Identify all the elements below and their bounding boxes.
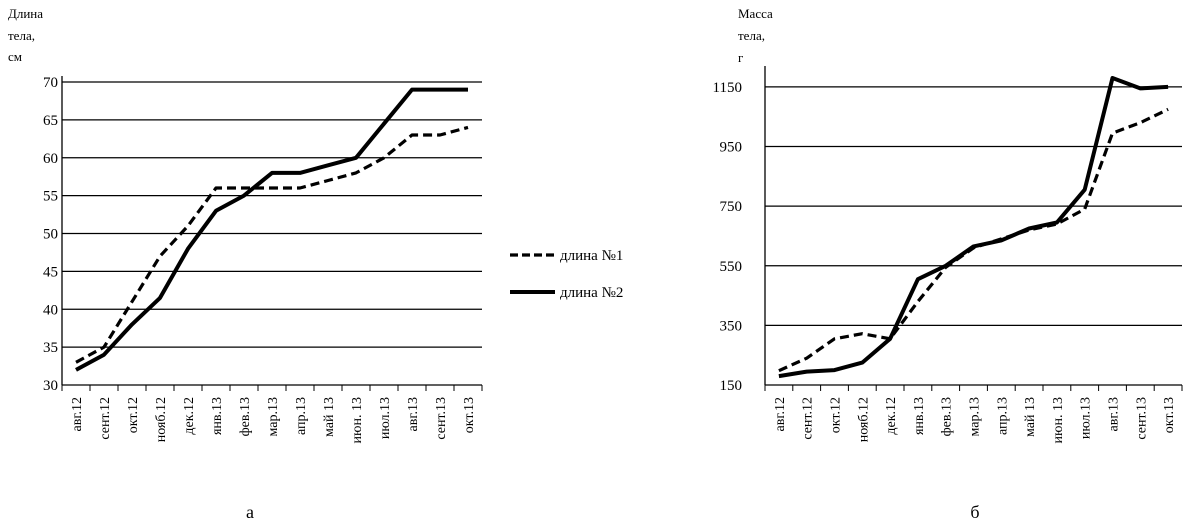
x-tick-label: сент.12 [98,397,113,440]
y-tick-label: 35 [43,340,58,356]
y-axis-label: см [8,49,22,64]
x-tick-label: окт.12 [829,397,844,433]
x-tick-label: июл.13 [1079,397,1094,439]
y-axis-label: тела, [8,28,35,43]
x-tick-label: сент.12 [801,397,816,440]
x-tick-label: авг.13 [406,397,421,432]
legend-label: длина №1 [560,248,623,264]
legend-label: длина №2 [560,285,623,301]
series-line-1 [778,107,1169,373]
x-tick-label: нояб.12 [856,397,871,442]
x-tick-label: янв.13 [210,397,225,435]
y-tick-label: 60 [43,151,58,167]
y-tick-label: 30 [43,378,58,394]
x-tick-label: авг.12 [70,397,85,432]
x-tick-label: май 13 [322,397,337,437]
x-tick-label: авг.12 [773,397,788,432]
x-tick-label: мар.13 [266,397,281,436]
x-tick-label: дек.12 [182,397,197,435]
x-tick-label: апр.13 [995,397,1010,435]
x-tick-label: июл.13 [378,397,393,439]
chart-body-mass: Масса тела, г 150 350 550 750 950 1150 авг.12 сент… [713,6,1183,522]
x-tick-label: дек.12 [884,397,899,435]
y-tick-label: 65 [43,113,58,129]
x-tick-label: июн. 13 [1051,397,1066,443]
chart-body-length: Длина тела, см 30 35 40 45 50 55 60 65 70 авг.12 сент… [8,6,623,522]
y-tick-label: 70 [43,75,58,91]
y-tick-label: 50 [43,227,58,243]
x-tick-label: окт.12 [126,397,141,433]
y-axis-label: Длина [8,6,43,21]
y-tick-label: 350 [720,318,743,334]
y-tick-label: 150 [720,378,743,394]
y-tick-label: 1150 [713,80,742,96]
y-axis-label: Масса [738,6,773,21]
x-tick-label: окт.13 [1162,397,1177,433]
x-tick-label: сент.13 [1134,397,1149,440]
y-axis-label: г [738,50,743,65]
x-tick-label: мар.13 [968,397,983,436]
x-tick-label: фев.13 [940,397,955,436]
x-tick-label: нояб.12 [154,397,169,442]
y-tick-label: 550 [720,259,743,275]
x-tick-label: авг.13 [1107,397,1122,432]
y-tick-label: 750 [720,199,743,215]
y-tick-label: 40 [43,302,58,318]
panel-label: б [970,502,979,522]
x-tick-label: фев.13 [238,397,253,436]
x-tick-label: апр.13 [294,397,309,435]
y-axis-label: тела, [738,28,765,43]
series-line-1 [75,125,469,364]
y-tick-label: 950 [720,140,743,156]
panel-label: а [246,502,254,522]
series-line-2 [778,76,1169,379]
x-tick-label: июн. 13 [350,397,365,443]
x-tick-label: окт.13 [462,397,477,433]
y-tick-label: 45 [43,264,58,280]
series-line-2 [75,87,468,372]
x-tick-label: сент.13 [434,397,449,440]
y-tick-label: 55 [43,189,58,205]
x-tick-label: янв.13 [912,397,927,435]
x-tick-label: май 13 [1023,397,1038,437]
